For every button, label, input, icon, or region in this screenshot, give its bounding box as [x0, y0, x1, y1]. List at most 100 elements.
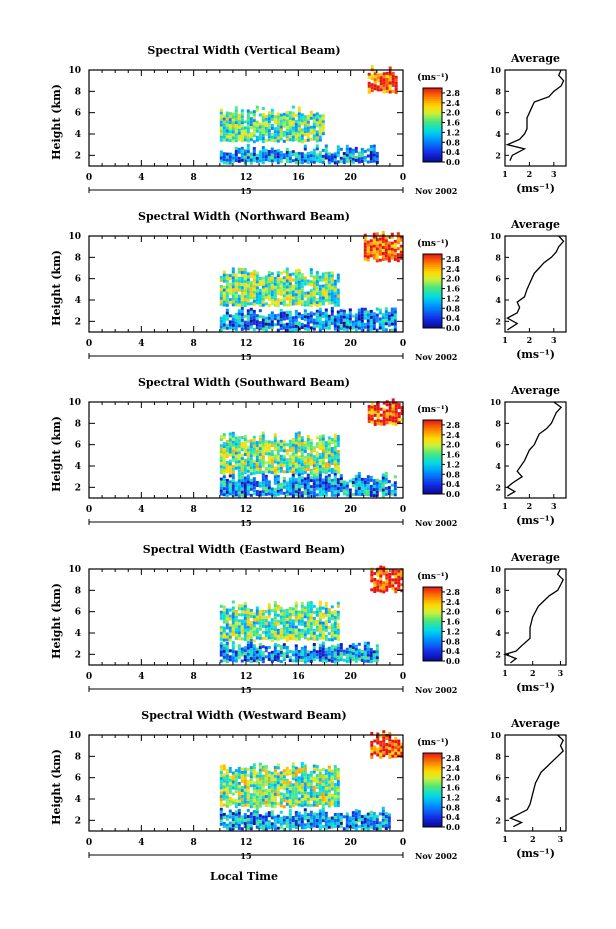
heatmap-cell: [390, 322, 394, 326]
heatmap-cell: [276, 790, 280, 794]
heatmap-cell: [366, 240, 370, 244]
heatmap-cell: [219, 610, 223, 614]
heatmap-cell: [225, 449, 229, 452]
heatmap-cell: [243, 607, 247, 611]
heatmap-cell: [219, 275, 223, 279]
heatmap-cell: [249, 796, 253, 800]
heatmap-cell: [327, 795, 331, 799]
colorbar-step: [423, 300, 442, 303]
heatmap-cell: [321, 446, 325, 450]
heatmap-cell: [360, 310, 364, 314]
heatmap-cell: [249, 161, 253, 165]
heatmap-cell: [243, 485, 247, 489]
heatmap-cell: [385, 743, 389, 746]
heatmap-cell: [252, 822, 256, 825]
heatmap-cell: [234, 778, 238, 782]
avg-xtick-label: 2: [527, 335, 533, 345]
heatmap-cell: [231, 491, 235, 494]
heatmap-cell: [255, 274, 259, 278]
heatmap-cell: [261, 300, 265, 304]
heatmap-cell: [288, 477, 292, 481]
heatmap-cell: [219, 789, 223, 793]
heatmap-cell: [246, 797, 250, 801]
heatmap-cell: [222, 117, 226, 121]
heatmap-cell: [258, 444, 262, 448]
heatmap-cell: [376, 582, 380, 586]
heatmap-cell: [303, 785, 307, 789]
heatmap-cell: [373, 578, 377, 581]
heatmap-cell: [324, 619, 328, 623]
heatmap-cell: [255, 105, 259, 109]
y-axis-label: Height (km): [50, 416, 63, 492]
heatmap-cell: [246, 457, 250, 461]
heatmap-cell: [246, 112, 250, 116]
heatmap-cell: [318, 322, 322, 326]
heatmap-cell: [267, 814, 271, 818]
heatmap-cell: [219, 135, 223, 139]
heatmap-cell: [363, 325, 367, 329]
heatmap-cell: [309, 113, 313, 117]
heatmap-cell: [315, 825, 319, 828]
heatmap-cell: [288, 812, 292, 816]
heatmap-cell: [363, 248, 367, 252]
avg-ytick-label: 4: [495, 129, 501, 139]
heatmap-cell: [330, 306, 334, 310]
heatmap-cell: [258, 301, 262, 304]
heatmap-cell: [255, 138, 259, 142]
heatmap-cell: [393, 325, 397, 329]
heatmap-cell: [321, 650, 325, 654]
heatmap-cell: [288, 285, 292, 289]
heatmap-cell: [373, 78, 377, 82]
heatmap-cell: [394, 407, 398, 411]
heatmap-cell: [312, 470, 316, 474]
heatmap-cell: [282, 643, 286, 647]
heatmap-cell: [237, 312, 241, 316]
heatmap-cell: [315, 816, 319, 819]
heatmap-cell: [366, 490, 370, 494]
heatmap-cell: [219, 156, 223, 160]
heatmap-cell: [382, 584, 386, 588]
heatmap-cell: [330, 629, 334, 633]
heatmap-cell: [270, 804, 274, 808]
heatmap-cell: [243, 604, 247, 608]
heatmap-cell: [369, 312, 373, 316]
heatmap-cell: [300, 762, 304, 766]
heatmap-cell: [261, 128, 265, 131]
heatmap-cell: [315, 463, 319, 467]
heatmap-cell: [297, 770, 301, 774]
heatmap-cell: [219, 108, 223, 112]
heatmap-cell: [255, 120, 259, 124]
heatmap-cell: [264, 634, 268, 638]
heatmap-cell: [270, 771, 274, 775]
colorbar-step: [423, 819, 442, 822]
heatmap-cell: [285, 816, 289, 820]
heatmap-cell: [222, 658, 226, 662]
heatmap-cell: [372, 315, 376, 319]
heatmap-cell: [297, 461, 301, 465]
heatmap-cell: [315, 460, 319, 464]
heatmap-cell: [321, 154, 325, 158]
heatmap-cell: [324, 799, 328, 803]
heatmap-cell: [330, 653, 334, 657]
heatmap-cell: [234, 653, 238, 657]
heatmap-cell: [375, 319, 379, 323]
heatmap-cell: [264, 149, 268, 153]
heatmap-cell: [231, 659, 235, 663]
heatmap-cell: [252, 156, 256, 159]
heatmap-cell: [273, 457, 277, 461]
heatmap-cell: [222, 320, 226, 324]
ytick-label: 6: [75, 608, 81, 618]
heatmap-cell: [288, 129, 292, 133]
heatmap-cell: [384, 474, 388, 478]
heatmap-cell: [306, 650, 310, 654]
heatmap-cell: [339, 321, 343, 325]
heatmap-cell: [318, 447, 322, 451]
colorbar-step: [423, 791, 442, 795]
heatmap-cell: [378, 246, 382, 250]
heatmap-cell: [384, 254, 388, 258]
heatmap-cell: [288, 319, 292, 323]
heatmap-cell: [342, 480, 346, 484]
heatmap-cell: [354, 827, 358, 831]
heatmap-cell: [363, 656, 367, 660]
heatmap-cell: [261, 490, 265, 494]
